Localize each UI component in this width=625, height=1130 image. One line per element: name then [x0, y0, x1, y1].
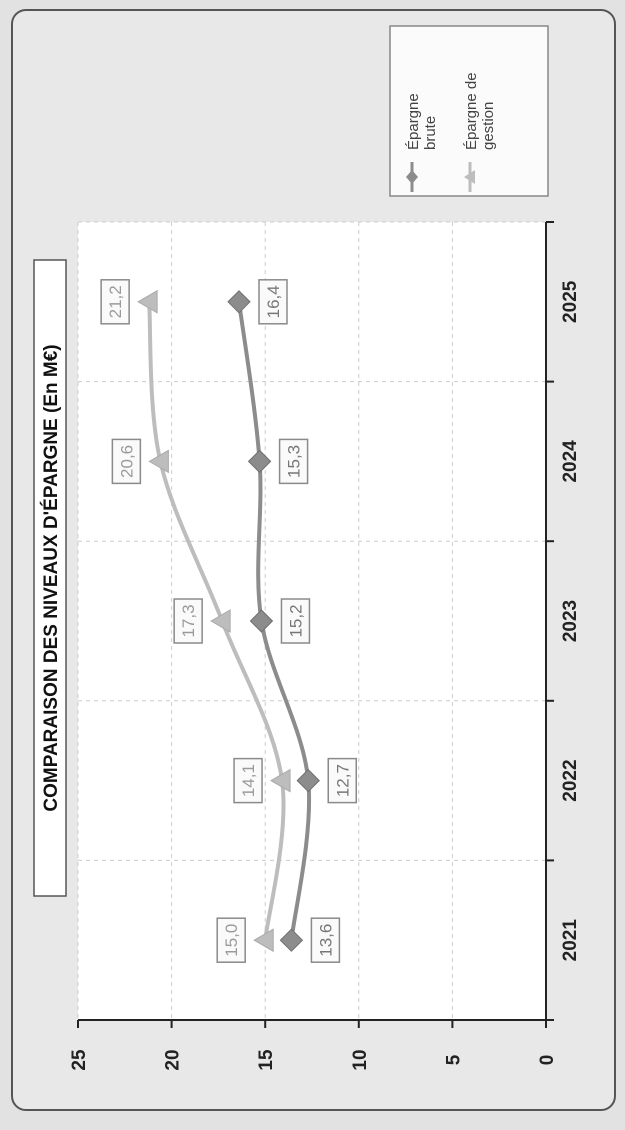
legend-label: Épargnebrute [405, 93, 439, 150]
x-ticks: 2021 2022 2023 2024 2025 [546, 221, 581, 1021]
data-label-box [233, 757, 263, 804]
y-tick-label: 25 [69, 1049, 90, 1071]
data-label: 12,7 [327, 757, 358, 804]
series-marker-diamond [279, 928, 304, 952]
series-marker-diamond [296, 768, 320, 793]
data-label-box [173, 598, 203, 644]
data-label-text: 12,7 [333, 764, 352, 797]
x-tick-label: 2025 [560, 280, 581, 323]
data-label: 16,4 [258, 279, 288, 325]
data-label: 13,6 [310, 917, 341, 963]
data-label-text: 15,0 [222, 924, 241, 957]
y-ticks: 0 5 10 15 20 25 [69, 1020, 558, 1071]
data-label-box [216, 917, 246, 963]
x-tick-label: 2021 [560, 919, 581, 962]
data-label: 15,0 [216, 917, 246, 963]
legend-item: Épargnebrute [405, 93, 439, 192]
x-tick-label: 2022 [560, 759, 581, 801]
chart-title: COMPARAISON DES NIVEAUX D'ÉPARGNE (En M€… [40, 344, 62, 811]
series-layer [137, 289, 320, 953]
data-label: 17,3 [173, 598, 203, 644]
series-marker-triangle [253, 928, 274, 953]
x-tick-label: 2024 [560, 440, 581, 483]
series-marker-triangle [210, 609, 231, 633]
series-marker-triangle [137, 289, 158, 314]
data-label-box [278, 438, 309, 485]
data-label-text: 14,1 [239, 764, 258, 797]
data-label-text: 17,3 [179, 604, 198, 637]
grid-lines [77, 221, 548, 1021]
y-tick-label: 5 [443, 1054, 464, 1065]
series-marker-triangle [148, 449, 169, 474]
y-tick-label: 0 [537, 1055, 558, 1066]
data-label-box [327, 757, 358, 804]
series-marker-diamond [247, 449, 272, 474]
data-label-box [100, 279, 130, 325]
legend: Épargne degestion Épargnebrute [405, 72, 497, 192]
data-label-text: 13,6 [316, 924, 335, 957]
y-tick-label: 15 [256, 1049, 277, 1071]
legend-label: Épargne degestion [463, 72, 497, 150]
data-label-box [111, 438, 142, 485]
data-label-box [258, 279, 288, 325]
title-group: COMPARAISON DES NIVEAUX D'ÉPARGNE (En M€… [33, 259, 67, 897]
data-label-box [280, 598, 311, 644]
x-tick-label: 2023 [560, 600, 581, 642]
y-tick-label: 10 [350, 1049, 371, 1070]
legend-marker-diamond [406, 170, 418, 184]
title-box [33, 259, 67, 897]
series-marker-triangle [270, 768, 291, 793]
data-label-text: 21,2 [106, 285, 125, 318]
data-label: 14,1 [233, 757, 263, 804]
data-label-text: 15,2 [286, 604, 305, 637]
data-label-text: 16,4 [264, 285, 283, 318]
data-label-box [310, 917, 341, 963]
data-label-text: 15,3 [285, 445, 304, 478]
data-label: 15,2 [280, 598, 311, 644]
legend-item: Épargne degestion [463, 72, 497, 192]
series-marker-diamond [249, 609, 274, 633]
data-label: 21,2 [100, 279, 130, 325]
plot-area [78, 222, 546, 1020]
data-label: 20,6 [111, 438, 142, 485]
series-marker-diamond [227, 290, 251, 314]
legend-marker-triangle [464, 170, 475, 184]
data-label: 15,3 [278, 438, 309, 485]
y-tick-label: 20 [163, 1049, 184, 1070]
data-labels-layer: 15,0 14,1 17,3 20,6 21,2 13,6 12,7 15,2 15,3 16,4 [100, 279, 358, 963]
data-label-text: 20,6 [117, 445, 136, 478]
